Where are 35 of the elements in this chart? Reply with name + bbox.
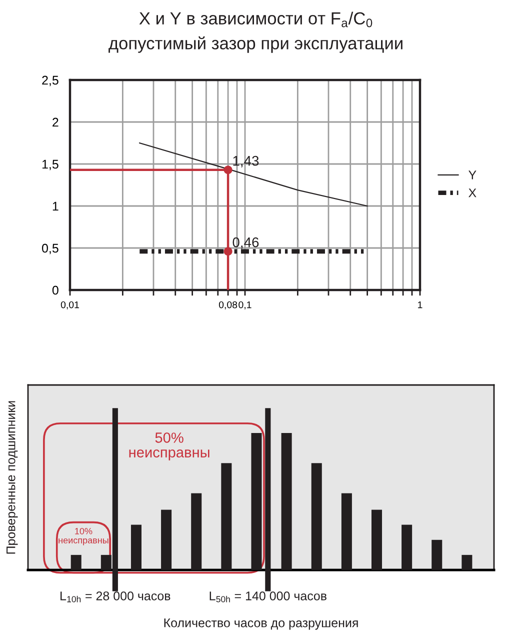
chart-subtitle: допустимый зазор при эксплуатации: [108, 36, 402, 53]
y-tick-label: 2,5: [42, 76, 58, 86]
bar: [432, 540, 442, 570]
bar: [161, 510, 172, 570]
y-axis-title: Проверенные подшипники: [6, 401, 18, 554]
bar: [311, 463, 322, 570]
legend-label: Y: [468, 170, 476, 180]
bar: [251, 432, 262, 570]
y-tick-label: 0,5: [42, 244, 58, 254]
annotation: 10% неисправны: [58, 528, 108, 546]
bar: [341, 493, 352, 570]
text: L$_{50h}$ = 140 000 часов: [210, 591, 326, 602]
x-tick-label: 0,01: [60, 301, 79, 310]
annotation: 50% неисправны: [129, 432, 210, 460]
x-axis-title: Количество часов до разрушения: [164, 618, 358, 630]
text: L$_{10h}$ = 28 000 часов: [60, 591, 170, 602]
y-tick-label: 2: [52, 118, 58, 127]
bar: [281, 432, 292, 570]
y-tick-label: 1,5: [42, 160, 58, 170]
chart-title: X и Y в зависимости от F$_{a}$/C$_{0}$: [139, 12, 372, 28]
y-tick-label: 1: [52, 202, 58, 211]
annotation: 0,46: [232, 237, 259, 249]
x-tick-label: 1: [418, 301, 422, 308]
bar: [70, 554, 82, 570]
bar: [130, 524, 142, 570]
y-tick-label: 0: [52, 286, 58, 295]
annotation: 1,43: [233, 156, 259, 168]
bar: [191, 493, 202, 570]
x-tick-label: 0,1: [238, 301, 252, 310]
bar: [462, 554, 472, 570]
bar: [221, 463, 232, 570]
legend-label: X: [468, 188, 476, 198]
bar: [371, 510, 382, 570]
bar: [402, 524, 412, 570]
x-tick-label: 0,08: [218, 301, 238, 310]
